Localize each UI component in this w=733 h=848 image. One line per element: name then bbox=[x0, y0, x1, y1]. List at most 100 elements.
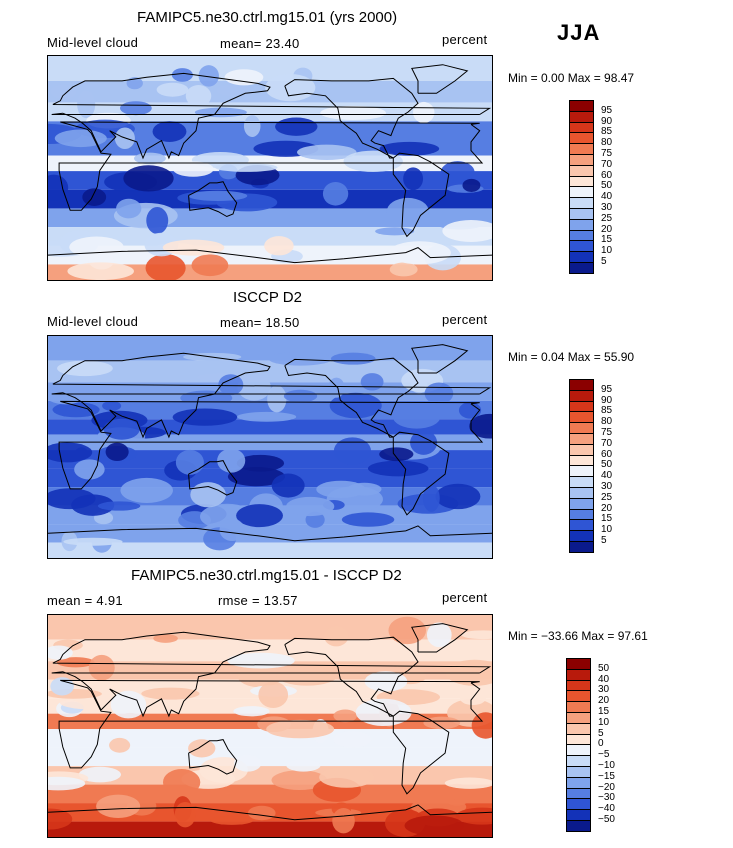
colorbar-swatch bbox=[570, 133, 593, 145]
contour-blob bbox=[110, 690, 147, 719]
contour-blob bbox=[174, 801, 196, 828]
contour-blob bbox=[190, 482, 226, 508]
contour-blob bbox=[216, 84, 246, 97]
contour-blob bbox=[243, 115, 261, 137]
contour-blob bbox=[338, 646, 397, 657]
contour-blob bbox=[233, 754, 262, 772]
contour-blob bbox=[217, 448, 246, 473]
colorbar-swatch bbox=[570, 187, 593, 199]
colorbar-swatch bbox=[570, 122, 593, 134]
colorbar-swatch bbox=[567, 723, 590, 735]
contour-blob bbox=[219, 518, 245, 542]
contour-blob bbox=[435, 663, 480, 674]
contour-blob bbox=[444, 777, 492, 789]
colorbar-swatch bbox=[567, 680, 590, 692]
contour-blob bbox=[123, 165, 174, 192]
contour-blob bbox=[67, 262, 134, 280]
colorbar-tick-label: 50 bbox=[598, 662, 610, 674]
colorbar-tick-label: 70 bbox=[601, 158, 613, 170]
colorbar-tick-label: 30 bbox=[598, 684, 610, 696]
contour-blob bbox=[48, 488, 96, 510]
contour-blob bbox=[461, 630, 492, 640]
contour-blob bbox=[227, 467, 286, 487]
colorbar-tick-label: 10 bbox=[601, 245, 613, 257]
contour-blob bbox=[426, 622, 452, 648]
colorbar-swatch bbox=[570, 434, 593, 445]
colorbar-swatch bbox=[570, 263, 593, 274]
contour-blob bbox=[215, 163, 278, 172]
coastline bbox=[48, 247, 492, 264]
contour-blob bbox=[96, 794, 141, 818]
panel-1-units-label: percent bbox=[442, 32, 488, 47]
contour-blob bbox=[146, 206, 169, 235]
panel-1-variable-label: Mid-level cloud bbox=[47, 35, 139, 50]
contour-blob bbox=[265, 73, 316, 102]
coastline bbox=[284, 357, 419, 438]
colorbar-swatch bbox=[570, 155, 593, 166]
colorbar-tick-label: 25 bbox=[601, 212, 613, 224]
colorbar-tick-label: −40 bbox=[598, 803, 615, 815]
colorbar-swatch bbox=[570, 380, 593, 391]
contour-blob bbox=[276, 663, 338, 686]
contour-blob bbox=[237, 411, 297, 422]
contour-blob bbox=[247, 805, 276, 821]
contour-blob bbox=[388, 616, 427, 645]
colorbar-box bbox=[569, 100, 594, 274]
colorbar-tick-label: 25 bbox=[601, 491, 613, 503]
coastline bbox=[51, 631, 492, 718]
contour-blob bbox=[283, 389, 318, 403]
colorbar-swatch bbox=[567, 788, 590, 800]
colorbar-swatch bbox=[570, 230, 593, 242]
contour-blob bbox=[50, 84, 77, 100]
colorbar-swatch bbox=[570, 444, 593, 456]
colorbar-tick-label: −50 bbox=[598, 814, 615, 825]
colorbar-swatch bbox=[567, 702, 590, 713]
colorbar-swatch bbox=[570, 477, 593, 488]
season-label: JJA bbox=[557, 20, 601, 45]
contour-blob bbox=[156, 82, 189, 97]
colorbar-swatch bbox=[570, 390, 593, 402]
contour-blob bbox=[460, 691, 486, 706]
coastline bbox=[284, 636, 419, 717]
contour-blob bbox=[74, 459, 105, 480]
colorbar-tick-label: 60 bbox=[601, 169, 613, 181]
colorbar-swatch bbox=[567, 821, 590, 832]
contour-blob bbox=[435, 483, 481, 510]
zonal-band bbox=[48, 336, 492, 361]
contour-blob bbox=[48, 808, 73, 830]
contour-blob bbox=[388, 241, 451, 265]
colorbar-tick-label: 80 bbox=[601, 416, 613, 428]
colorbar-tick-label: −15 bbox=[598, 770, 615, 782]
contour-blob bbox=[320, 105, 387, 121]
contour-blob bbox=[102, 400, 122, 411]
contour-blob bbox=[153, 634, 178, 643]
contour-blob bbox=[162, 769, 201, 796]
coastline bbox=[188, 739, 238, 775]
contour-blob bbox=[188, 739, 216, 758]
contour-blob bbox=[389, 262, 418, 277]
zonal-band bbox=[48, 729, 492, 748]
contour-blob bbox=[322, 181, 349, 206]
colorbar-swatch bbox=[570, 423, 593, 434]
contour-blob bbox=[233, 706, 270, 717]
panel-3-rmse-label: rmse = 13.57 bbox=[218, 593, 298, 608]
contour-blob bbox=[286, 759, 321, 772]
colorbar-swatch bbox=[570, 542, 593, 553]
contour-blob bbox=[63, 537, 123, 546]
colorbar-swatch bbox=[570, 520, 593, 532]
colorbar-tick-label: 30 bbox=[601, 481, 613, 492]
colorbar-swatch bbox=[567, 734, 590, 746]
colorbar-tick-label: 15 bbox=[598, 706, 610, 717]
contour-blob bbox=[297, 144, 357, 160]
panel-3-units-label: percent bbox=[442, 590, 488, 605]
contour-blob bbox=[103, 418, 140, 440]
contour-blob bbox=[367, 460, 429, 477]
colorbar-swatch bbox=[567, 659, 590, 670]
coastline bbox=[392, 152, 450, 238]
contour-blob bbox=[224, 69, 264, 86]
contour-blob bbox=[48, 174, 69, 201]
colorbar-tick-label: 10 bbox=[601, 524, 613, 536]
contour-blob bbox=[120, 477, 173, 503]
contour-blob bbox=[191, 254, 229, 277]
colorbar-tick-label: 15 bbox=[601, 513, 613, 525]
